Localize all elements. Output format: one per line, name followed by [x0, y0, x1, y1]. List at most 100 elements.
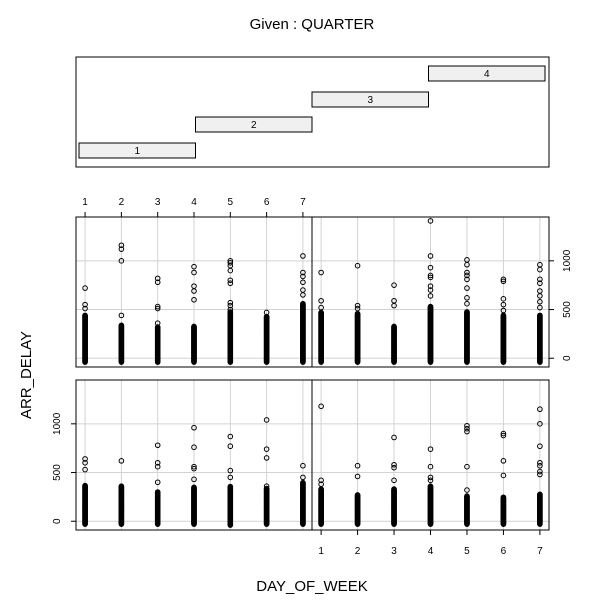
data-point — [300, 279, 306, 286]
y-tick-label: 500 — [52, 464, 63, 481]
data-point — [82, 466, 88, 473]
panel-frame — [311, 216, 550, 368]
data-point — [464, 428, 470, 435]
data-point — [154, 279, 161, 286]
data-point — [227, 474, 234, 481]
data-point — [354, 462, 361, 469]
panels — [75, 216, 550, 531]
data-point — [427, 274, 434, 281]
data-point — [427, 477, 434, 484]
data-point — [227, 280, 234, 287]
x-tick-label: 5 — [464, 546, 470, 557]
x-tick-label: 6 — [501, 546, 507, 557]
y-tick-label: 500 — [562, 301, 573, 318]
y-tick-label: 0 — [52, 518, 63, 524]
given-panel-frame — [75, 56, 550, 168]
data-point — [354, 473, 361, 480]
data-point — [300, 479, 306, 486]
data-point — [318, 403, 324, 410]
data-point — [191, 323, 197, 330]
data-point — [354, 305, 361, 312]
data-point — [154, 324, 161, 330]
data-point — [300, 474, 306, 481]
data-point — [427, 446, 434, 452]
data-point — [500, 276, 507, 283]
data-point — [500, 301, 507, 308]
data-point — [318, 269, 324, 276]
given-interval-label: 3 — [367, 95, 373, 106]
data-point — [537, 471, 543, 478]
data-point — [300, 253, 306, 259]
data-point — [263, 417, 270, 423]
data-point — [427, 272, 434, 279]
x-tick-label: 1 — [318, 546, 324, 557]
data-point — [464, 422, 470, 429]
data-point — [154, 320, 161, 326]
data-point — [500, 296, 507, 302]
data-point — [263, 446, 270, 452]
data-point — [464, 261, 470, 268]
data-point — [537, 298, 543, 305]
data-point — [318, 481, 324, 488]
data-point — [500, 432, 507, 439]
data-point — [227, 443, 234, 450]
data-point — [118, 483, 125, 489]
given-interval-label: 4 — [484, 69, 490, 80]
data-point — [500, 472, 507, 479]
data-point — [537, 468, 543, 475]
data-point — [464, 276, 470, 283]
data-point — [464, 425, 470, 432]
x-tick-label: 6 — [264, 197, 270, 208]
data-point — [391, 434, 397, 441]
data-point — [537, 312, 543, 319]
data-point — [300, 292, 306, 298]
data-point — [227, 467, 234, 474]
data-point — [427, 253, 434, 259]
data-point — [300, 462, 306, 469]
data-point — [537, 293, 543, 299]
data-point — [191, 296, 197, 303]
data-point — [427, 483, 434, 489]
data-point — [500, 494, 507, 501]
data-point — [427, 264, 434, 271]
data-point — [191, 269, 197, 276]
data-point — [537, 304, 543, 311]
data-point — [227, 302, 234, 309]
data-point — [537, 406, 543, 413]
data-point — [464, 493, 470, 499]
data-point — [537, 459, 543, 466]
data-point — [154, 275, 161, 282]
given-label: Given : QUARTER — [250, 16, 375, 33]
data-point — [300, 273, 306, 280]
data-point — [154, 479, 161, 486]
data-point — [118, 242, 125, 249]
y-tick-label: 1000 — [52, 412, 63, 435]
x-axis-title: DAY_OF_WEEK — [256, 578, 367, 595]
data-point — [537, 443, 543, 450]
data-point — [191, 444, 197, 451]
data-point — [191, 424, 197, 431]
data-point — [391, 486, 397, 492]
data-point — [263, 309, 270, 316]
data-point — [154, 303, 161, 310]
data-point — [464, 295, 470, 301]
data-point — [263, 313, 270, 320]
data-point — [154, 459, 161, 466]
data-point — [537, 421, 543, 427]
data-point — [537, 462, 543, 469]
data-point — [154, 489, 161, 495]
panel-quarter-1 — [75, 379, 313, 531]
data-point — [263, 485, 270, 492]
x-tick-label: 3 — [155, 197, 161, 208]
data-point — [82, 459, 88, 466]
data-point — [464, 285, 470, 291]
x-tick-label: 2 — [119, 197, 125, 208]
data-point — [354, 262, 361, 269]
data-point — [464, 272, 470, 279]
data-point — [191, 463, 197, 470]
data-point — [227, 306, 234, 313]
data-point — [354, 492, 361, 498]
data-point — [82, 301, 88, 308]
data-point — [427, 293, 434, 299]
